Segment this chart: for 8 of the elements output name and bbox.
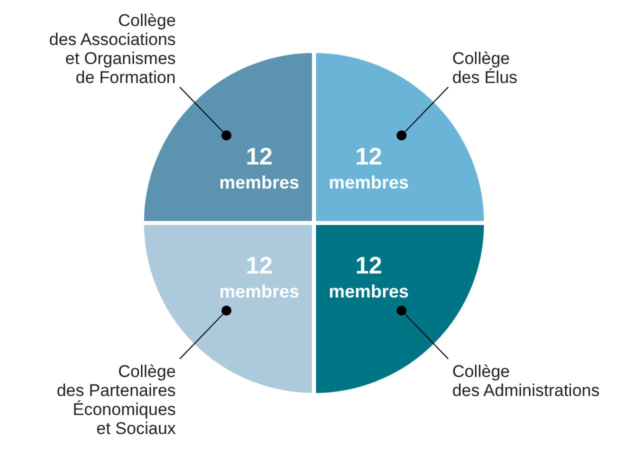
slice-label: Collège des Associations et Organismes de Formation xyxy=(49,11,176,88)
data-label: 12 membres xyxy=(328,143,409,192)
data-label: 12 membres xyxy=(219,252,300,302)
slice-label: Collège des Partenaires Économiques et Sociaux xyxy=(56,362,176,438)
slice-label: Collège des Élus xyxy=(452,49,518,88)
slice-label: Collège des Administrations xyxy=(452,362,600,400)
data-label: 12 membres xyxy=(219,143,300,192)
data-label: 12 membres xyxy=(328,252,409,302)
